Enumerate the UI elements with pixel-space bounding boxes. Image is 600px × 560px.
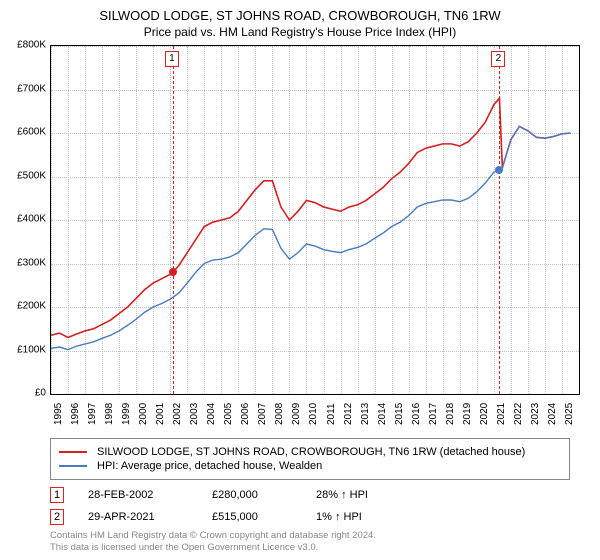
legend-row: HPI: Average price, detached house, Weal… xyxy=(59,459,561,473)
sale-row-num: 1 xyxy=(50,487,64,503)
sale-row-num: 2 xyxy=(50,509,64,525)
xtick-label: 2005 xyxy=(223,403,234,425)
legend-label: HPI: Average price, detached house, Weal… xyxy=(97,460,322,472)
ytick-label: £600K xyxy=(17,127,46,138)
footer-line1: Contains HM Land Registry data © Crown c… xyxy=(50,530,376,542)
ytick-label: £400K xyxy=(17,214,46,225)
legend-swatch xyxy=(59,465,87,467)
sale-row-date: 28-FEB-2002 xyxy=(88,489,188,501)
footer-attribution: Contains HM Land Registry data © Crown c… xyxy=(50,530,376,554)
ytick-label: £100K xyxy=(17,344,46,355)
xtick-label: 2019 xyxy=(462,403,473,425)
xtick-label: 2008 xyxy=(274,403,285,425)
ytick-label: £200K xyxy=(17,301,46,312)
sales-table: 1 28-FEB-2002 £280,000 28% ↑ HPI 2 29-APR-202… xyxy=(50,484,406,528)
xtick-label: 2015 xyxy=(394,403,405,425)
ytick-label: £700K xyxy=(17,83,46,94)
xtick-label: 2007 xyxy=(257,403,268,425)
xtick-label: 2001 xyxy=(155,403,166,425)
chart-container: SILWOOD LODGE, ST JOHNS ROAD, CROWBOROUG… xyxy=(0,0,600,560)
sale-row-date: 29-APR-2021 xyxy=(88,511,188,523)
sale-row: 1 28-FEB-2002 £280,000 28% ↑ HPI xyxy=(50,484,406,506)
xtick-label: 2009 xyxy=(291,403,302,425)
xtick-label: 2022 xyxy=(513,403,524,425)
xtick-label: 1997 xyxy=(87,403,98,425)
footer-line2: This data is licensed under the Open Gov… xyxy=(50,542,376,554)
ytick-label: £800K xyxy=(17,40,46,51)
sale-row-price: £515,000 xyxy=(212,511,292,523)
xtick-label: 2004 xyxy=(206,403,217,425)
sale-row: 2 29-APR-2021 £515,000 1% ↑ HPI xyxy=(50,506,406,528)
sale-row-price: £280,000 xyxy=(212,489,292,501)
chart-title: SILWOOD LODGE, ST JOHNS ROAD, CROWBOROUG… xyxy=(0,0,600,23)
chart-area: £0£100K£200K£300K£400K£500K£600K£700K£80… xyxy=(50,45,580,395)
xtick-label: 2012 xyxy=(343,403,354,425)
xtick-label: 2011 xyxy=(326,403,337,425)
xtick-label: 2018 xyxy=(445,403,456,425)
sale-marker: 1 xyxy=(165,51,179,67)
sale-marker: 2 xyxy=(491,51,505,67)
legend-row: SILWOOD LODGE, ST JOHNS ROAD, CROWBOROUG… xyxy=(59,445,561,459)
series-lines xyxy=(51,46,579,394)
sale-row-delta: 1% ↑ HPI xyxy=(316,511,406,523)
xtick-label: 2021 xyxy=(496,403,507,425)
sale-dot-blue xyxy=(495,166,503,174)
xtick-label: 2014 xyxy=(377,403,388,425)
xtick-label: 2010 xyxy=(308,403,319,425)
xtick-label: 1995 xyxy=(53,403,64,425)
series-blue xyxy=(51,126,570,349)
xtick-label: 2003 xyxy=(189,403,200,425)
xtick-label: 1996 xyxy=(70,403,81,425)
sale-row-delta: 28% ↑ HPI xyxy=(316,489,406,501)
chart-subtitle: Price paid vs. HM Land Registry's House … xyxy=(0,23,600,45)
xtick-label: 1998 xyxy=(104,403,115,425)
legend-label: SILWOOD LODGE, ST JOHNS ROAD, CROWBOROUG… xyxy=(97,446,525,458)
plot-frame xyxy=(50,45,580,395)
xtick-label: 2002 xyxy=(172,403,183,425)
legend-swatch xyxy=(59,451,87,453)
xtick-label: 2025 xyxy=(564,403,575,425)
sale-dot-red xyxy=(169,268,177,276)
xtick-label: 2023 xyxy=(530,403,541,425)
series-red xyxy=(51,98,570,337)
xtick-label: 1999 xyxy=(121,403,132,425)
xtick-label: 2000 xyxy=(138,403,149,425)
ytick-label: £300K xyxy=(17,257,46,268)
legend: SILWOOD LODGE, ST JOHNS ROAD, CROWBOROUG… xyxy=(50,438,570,480)
xtick-label: 2020 xyxy=(479,403,490,425)
xtick-label: 2017 xyxy=(428,403,439,425)
xtick-label: 2006 xyxy=(240,403,251,425)
ytick-label: £0 xyxy=(35,388,46,399)
xtick-label: 2013 xyxy=(360,403,371,425)
xtick-label: 2024 xyxy=(547,403,558,425)
xtick-label: 2016 xyxy=(411,403,422,425)
ytick-label: £500K xyxy=(17,170,46,181)
